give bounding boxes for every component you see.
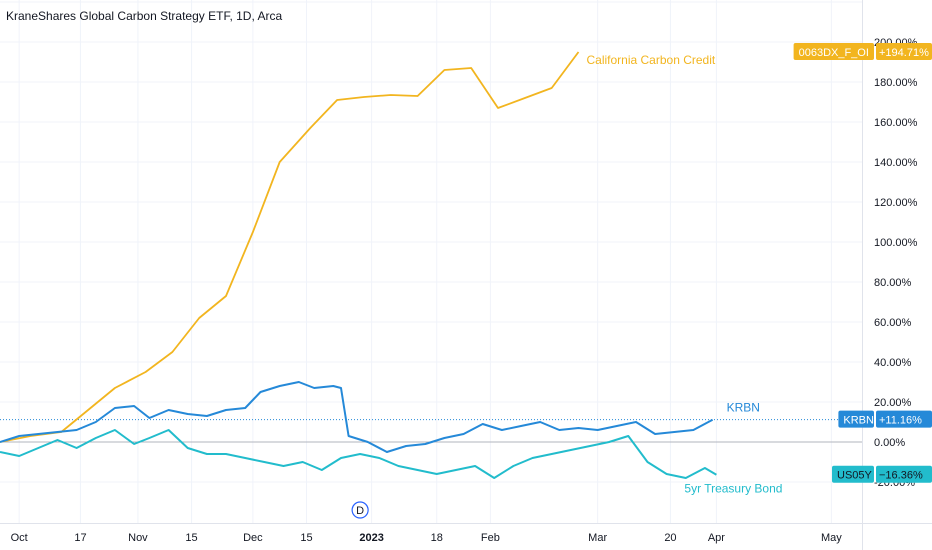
x-tick-label: 18 bbox=[431, 532, 443, 544]
dividend-marker-layer: D bbox=[351, 501, 369, 519]
badge-value-bg bbox=[876, 43, 932, 60]
series-layer bbox=[0, 51, 717, 479]
series-line-us05y bbox=[0, 429, 717, 479]
x-tick-label: 2023 bbox=[359, 532, 383, 544]
y-tick-label: 140.00% bbox=[874, 157, 918, 169]
badge-value: −16.36% bbox=[879, 470, 923, 482]
x-tick-label: 17 bbox=[74, 532, 86, 544]
y-tick-label: 160.00% bbox=[874, 117, 918, 129]
x-tick-label: Dec bbox=[243, 532, 263, 544]
badge-ticker-bg bbox=[793, 43, 874, 60]
x-tick-label: May bbox=[821, 532, 842, 544]
badge-0063dx-f-oi: 0063DX_F_OI +194.71% bbox=[793, 43, 932, 60]
x-tick-label: 20 bbox=[664, 532, 676, 544]
x-tick-label: Oct bbox=[11, 532, 28, 544]
x-tick-label: Mar bbox=[588, 532, 607, 544]
y-tick-label: 120.00% bbox=[874, 197, 918, 209]
series-label-us05y: 5yr Treasury Bond bbox=[684, 482, 782, 496]
dividend-marker-label: D bbox=[356, 505, 364, 517]
y-tick-label: 180.00% bbox=[874, 77, 918, 89]
badge-ticker-bg bbox=[838, 410, 874, 428]
x-tick-label: 15 bbox=[185, 532, 197, 544]
series-labels: California Carbon Credit KRBN 5yr Treasury… bbox=[586, 53, 782, 496]
badge-ticker-bg bbox=[832, 465, 874, 483]
badge-ticker: US05Y bbox=[837, 470, 873, 482]
y-tick-label: 60.00% bbox=[874, 317, 912, 329]
y-tick-label: 100.00% bbox=[874, 237, 918, 249]
dividend-marker[interactable] bbox=[351, 501, 369, 519]
y-tick-label: 20.00% bbox=[874, 397, 912, 409]
chart-title: KraneShares Global Carbon Strategy ETF, … bbox=[6, 9, 282, 23]
series-label-0063dx-f-oi: California Carbon Credit bbox=[586, 53, 715, 67]
badge-krbn: KRBN +11.16% bbox=[838, 410, 932, 428]
x-tick-label: Nov bbox=[128, 532, 148, 544]
x-tick-label: Apr bbox=[708, 532, 725, 544]
badge-ticker: 0063DX_F_OI bbox=[799, 47, 869, 59]
badge-value: +194.71% bbox=[879, 47, 929, 59]
x-tick-label: Feb bbox=[481, 532, 500, 544]
series-line-krbn bbox=[0, 381, 714, 453]
y-tick-label: 40.00% bbox=[874, 357, 912, 369]
badge-value-bg bbox=[876, 410, 932, 428]
badge-value-bg bbox=[876, 465, 932, 483]
series-label-krbn: KRBN bbox=[727, 401, 760, 415]
price-badges: 0063DX_F_OI +194.71% KRBN +11.16% US05Y −16.3… bbox=[793, 43, 932, 483]
badge-us05y: US05Y −16.36% bbox=[832, 465, 932, 483]
x-axis: Oct 17 Nov 15 Dec 15 2023 18 Feb Mar 20 Apr May bbox=[11, 532, 843, 544]
badge-value: +11.16% bbox=[879, 415, 922, 427]
badge-ticker: KRBN bbox=[843, 415, 874, 427]
x-tick-label: 15 bbox=[300, 532, 312, 544]
y-tick-label: 80.00% bbox=[874, 277, 912, 289]
series-line-0063dx-f-oi bbox=[0, 51, 580, 443]
y-tick-label: 0.00% bbox=[874, 437, 905, 449]
